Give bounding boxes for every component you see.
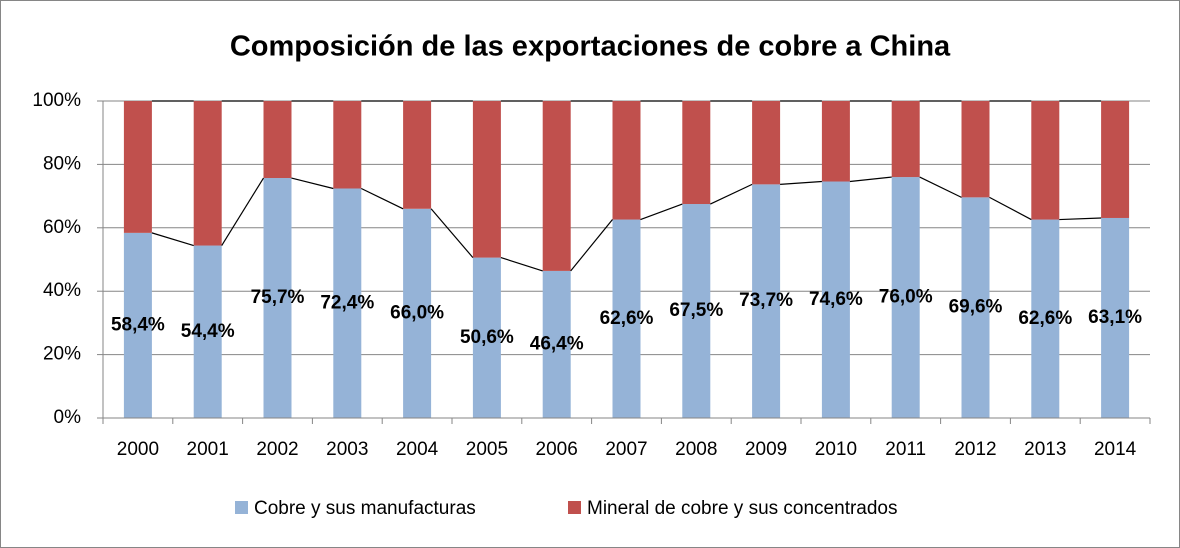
bar-segment bbox=[263, 178, 292, 418]
bar-segment bbox=[891, 177, 920, 418]
x-tick-label: 2011 bbox=[885, 439, 926, 460]
bar-segment bbox=[193, 101, 222, 246]
chart-title: Composición de las exportaciones de cobr… bbox=[230, 31, 951, 63]
bar-segment bbox=[821, 181, 850, 418]
bar-segment bbox=[961, 101, 990, 198]
y-tick-label: 20% bbox=[43, 344, 81, 365]
series-line bbox=[500, 257, 543, 272]
bar-segment bbox=[961, 197, 990, 418]
bar-segment bbox=[472, 257, 501, 418]
data-label: 66,0% bbox=[390, 302, 444, 323]
data-label: 75,7% bbox=[251, 287, 305, 308]
x-tick-label: 2009 bbox=[745, 439, 787, 460]
data-label: 50,6% bbox=[460, 327, 514, 348]
bar-segment bbox=[263, 101, 292, 179]
x-tick-label: 2010 bbox=[815, 439, 857, 460]
x-tick-label: 2006 bbox=[536, 439, 578, 460]
bar-segment bbox=[752, 101, 781, 185]
x-tick-label: 2005 bbox=[466, 439, 508, 460]
data-label: 63,1% bbox=[1088, 307, 1142, 328]
bar-segment bbox=[1031, 219, 1060, 418]
series-line bbox=[361, 187, 404, 210]
bar-segment bbox=[612, 219, 641, 418]
x-tick-label: 2012 bbox=[954, 439, 996, 460]
series-line bbox=[221, 177, 265, 246]
data-label: 76,0% bbox=[879, 287, 933, 308]
data-label: 46,4% bbox=[530, 333, 584, 354]
series-line bbox=[849, 176, 892, 183]
data-label: 69,6% bbox=[949, 297, 1003, 318]
bar-segment bbox=[333, 188, 362, 418]
data-label: 74,6% bbox=[809, 289, 863, 310]
bar-segment bbox=[403, 208, 432, 418]
data-label: 62,6% bbox=[1018, 308, 1072, 329]
series-line bbox=[989, 196, 1032, 221]
x-tick-label: 2001 bbox=[187, 439, 229, 460]
bar-segment bbox=[1101, 217, 1130, 418]
y-tick-label: 40% bbox=[43, 280, 81, 301]
x-tick-label: 2002 bbox=[256, 439, 298, 460]
bar-segment bbox=[123, 232, 152, 418]
series-line bbox=[919, 176, 962, 198]
series-line bbox=[291, 177, 334, 190]
series-line bbox=[570, 219, 613, 272]
bar-segment bbox=[472, 101, 501, 258]
x-tick-label: 2013 bbox=[1024, 439, 1066, 460]
legend-swatch bbox=[568, 501, 581, 514]
bar-segment bbox=[193, 245, 222, 418]
bar-segment bbox=[542, 101, 571, 271]
series-line bbox=[1059, 217, 1102, 221]
bar-segment bbox=[612, 101, 641, 220]
x-tick-label: 2003 bbox=[326, 439, 368, 460]
bar-segment bbox=[403, 101, 432, 209]
y-tick-label: 60% bbox=[43, 217, 81, 238]
y-tick-label: 80% bbox=[43, 153, 81, 174]
bar-segment bbox=[333, 101, 362, 189]
series-line bbox=[640, 203, 683, 221]
bar-segment bbox=[752, 184, 781, 418]
y-tick-label: 0% bbox=[54, 407, 82, 428]
bar-segment bbox=[682, 101, 711, 205]
series-line bbox=[430, 208, 474, 258]
bar-segment bbox=[891, 101, 920, 178]
bar-segment bbox=[123, 101, 152, 233]
legend-label: Cobre y sus manufacturas bbox=[254, 498, 476, 519]
series-line bbox=[710, 183, 753, 205]
legend-swatch bbox=[235, 501, 248, 514]
y-tick-label: 100% bbox=[32, 90, 81, 111]
data-label: 54,4% bbox=[181, 321, 235, 342]
legend-label: Mineral de cobre y sus concentrados bbox=[587, 498, 898, 519]
data-label: 73,7% bbox=[739, 290, 793, 311]
series-line bbox=[151, 232, 194, 247]
series-line bbox=[780, 180, 822, 185]
bar-segment bbox=[1101, 101, 1130, 218]
x-tick-label: 2000 bbox=[117, 439, 159, 460]
x-tick-label: 2008 bbox=[675, 439, 717, 460]
bar-segment bbox=[821, 101, 850, 182]
bar-segment bbox=[682, 204, 711, 418]
x-tick-label: 2004 bbox=[396, 439, 439, 460]
bar-segment bbox=[542, 270, 571, 418]
x-tick-label: 2007 bbox=[605, 439, 647, 460]
data-label: 62,6% bbox=[600, 308, 654, 329]
x-tick-label: 2014 bbox=[1094, 439, 1137, 460]
data-label: 58,4% bbox=[111, 314, 165, 335]
bar-segment bbox=[1031, 101, 1060, 220]
data-label: 67,5% bbox=[669, 300, 723, 321]
data-label: 72,4% bbox=[320, 292, 374, 313]
